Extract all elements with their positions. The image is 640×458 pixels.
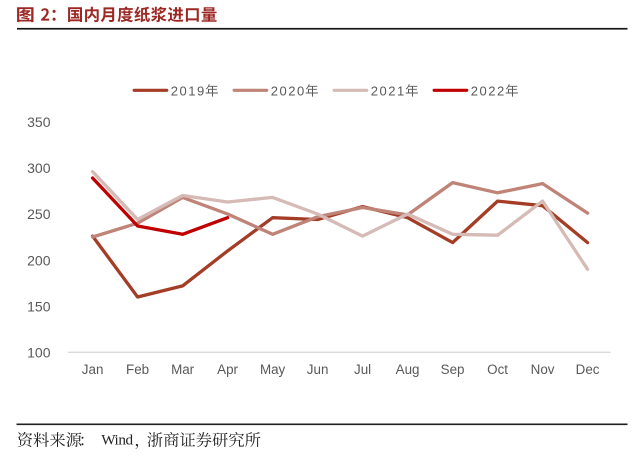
svg-text:2021: 2021 [371,84,406,99]
svg-text:300: 300 [27,160,51,176]
svg-text:Jan: Jan [82,362,104,377]
svg-text:200: 200 [27,252,51,268]
svg-text:Feb: Feb [126,362,149,377]
svg-text:250: 250 [27,206,51,222]
svg-text:350: 350 [27,114,51,130]
svg-text:2019: 2019 [171,84,206,99]
svg-text:2020: 2020 [271,84,306,99]
svg-text:100: 100 [27,345,51,361]
svg-text:Jul: Jul [354,362,371,377]
svg-text:Jun: Jun [307,362,329,377]
svg-text:150: 150 [27,298,51,314]
svg-text:Aug: Aug [396,362,420,377]
svg-text:2022: 2022 [471,84,506,99]
svg-text:Sep: Sep [441,362,465,377]
svg-text:Apr: Apr [217,362,238,377]
svg-text:Mar: Mar [171,362,195,377]
svg-text:Oct: Oct [487,362,508,377]
svg-text:Dec: Dec [576,362,600,377]
svg-text:Wind: Wind [101,431,133,448]
svg-text:May: May [260,362,286,377]
svg-text:Nov: Nov [531,362,555,377]
